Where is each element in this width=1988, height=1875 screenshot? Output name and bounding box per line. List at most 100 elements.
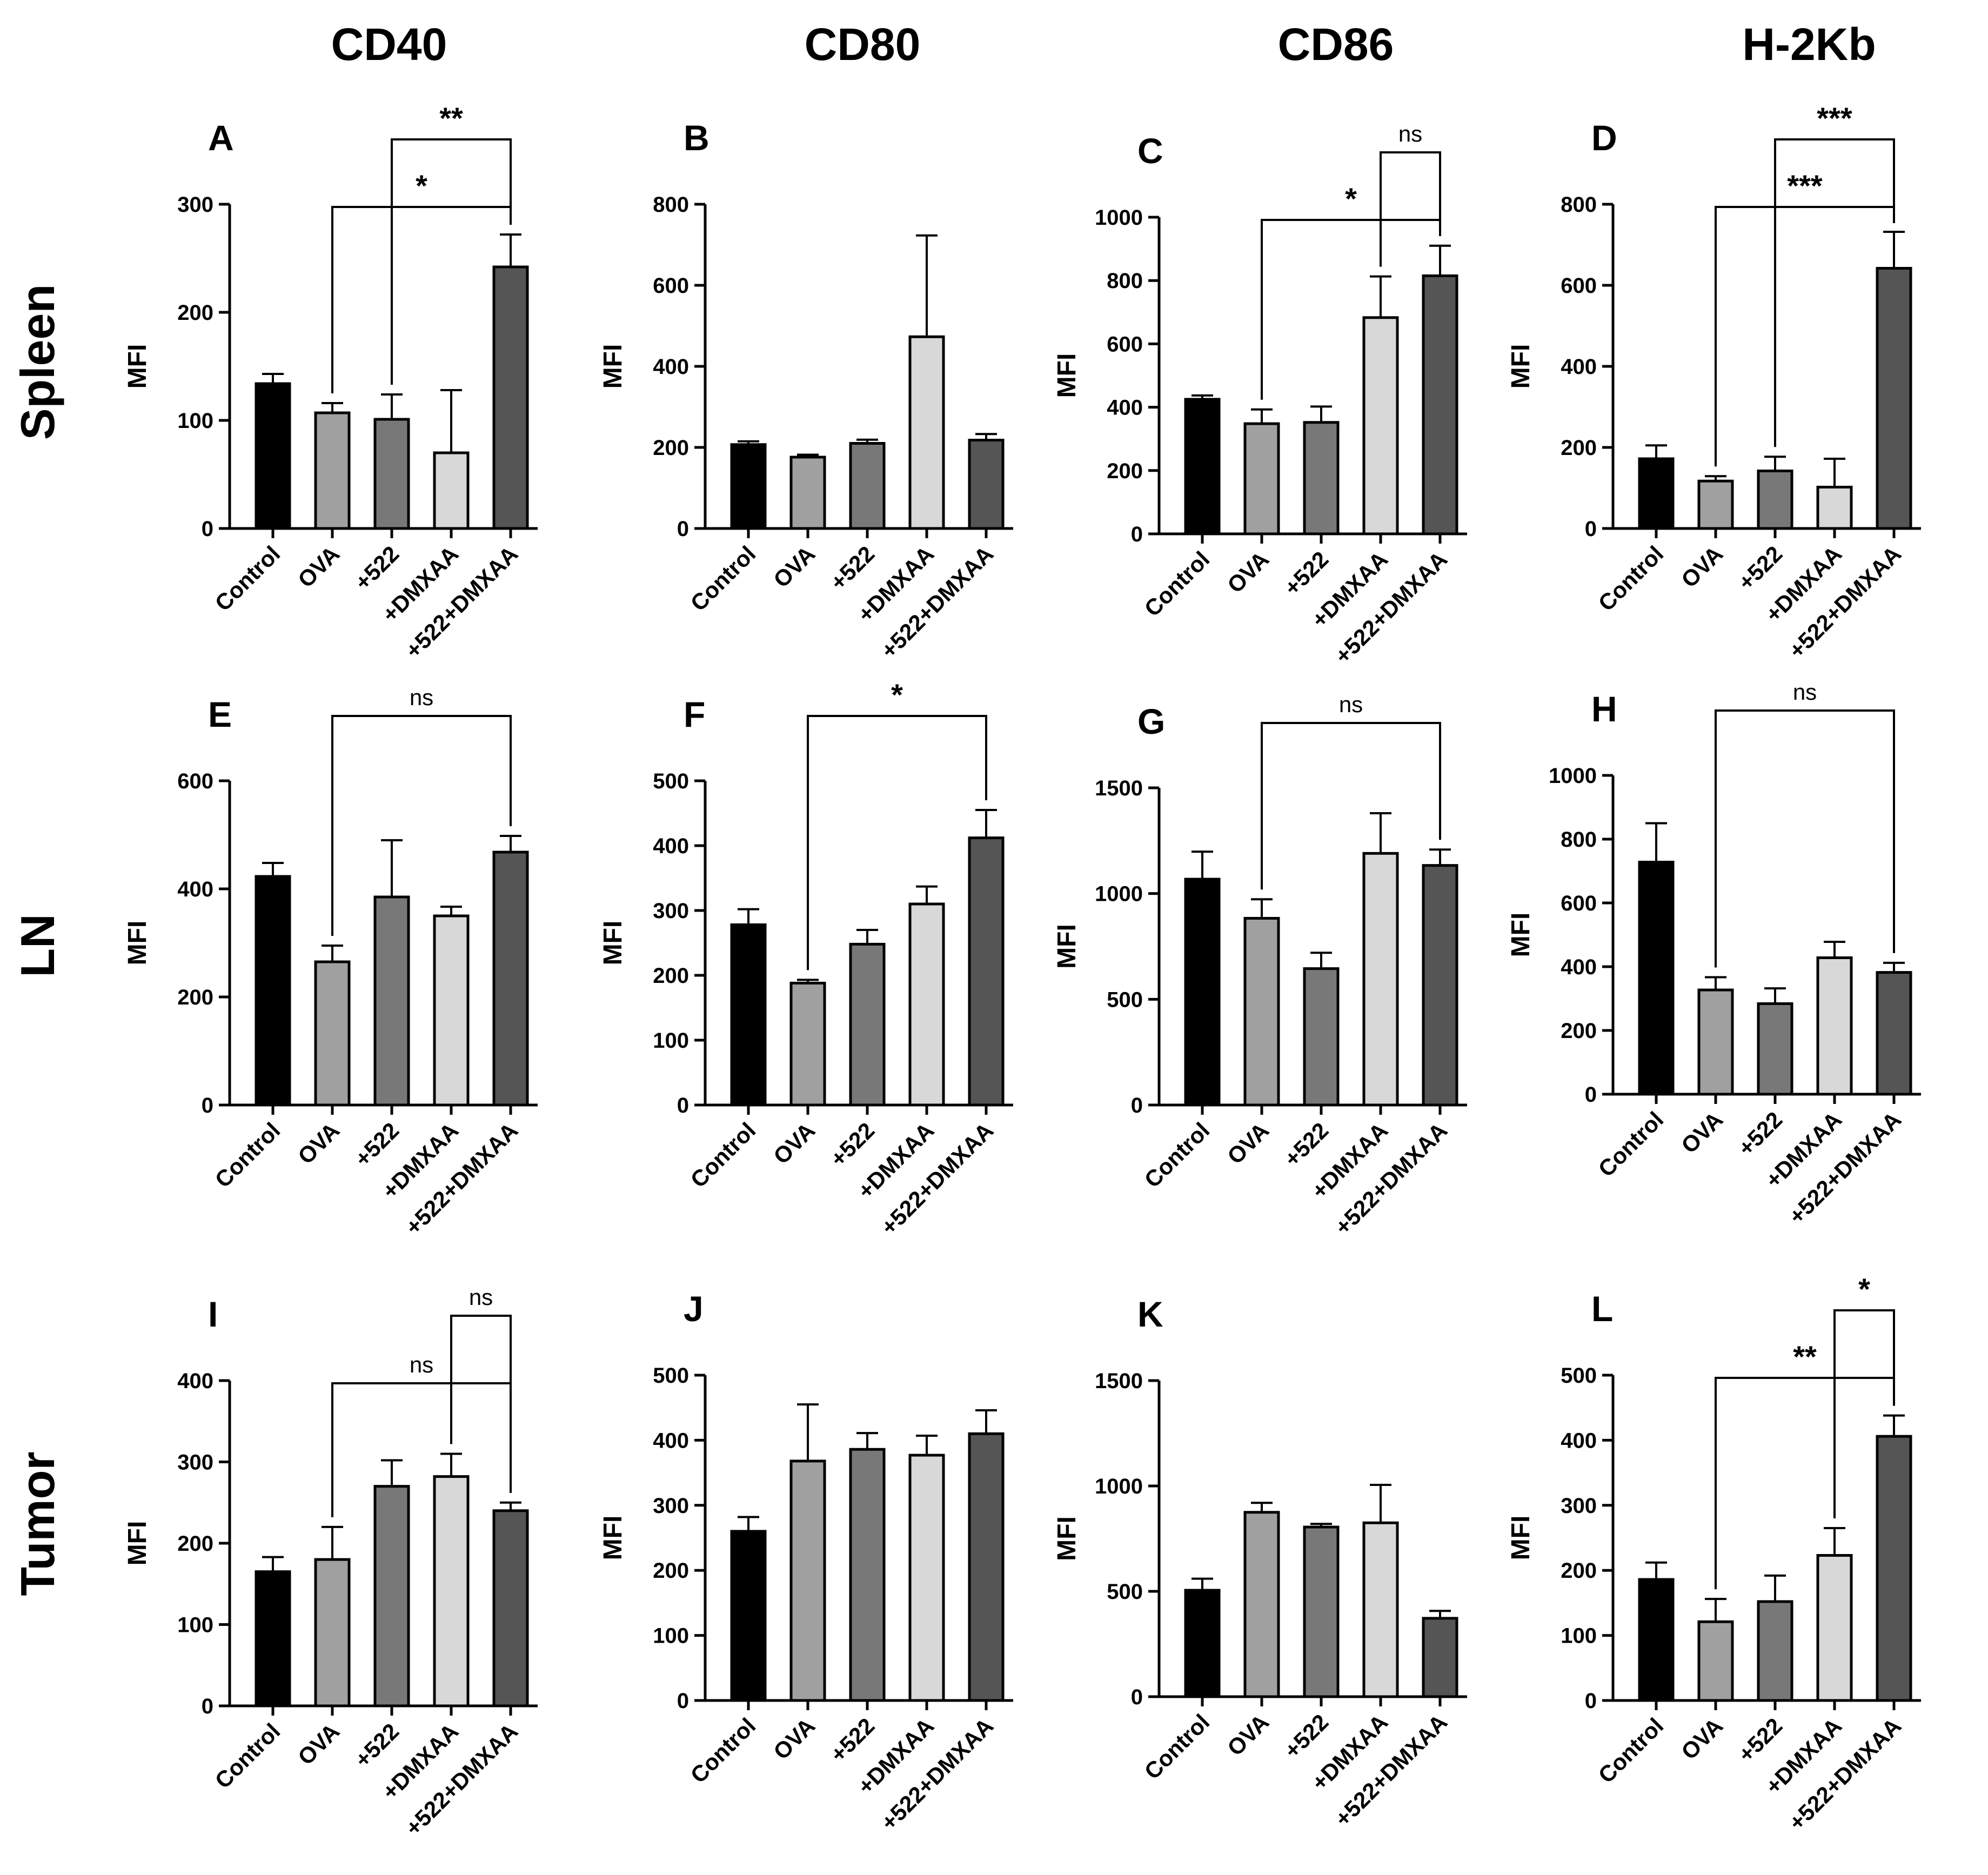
significance-label: ns [410,1352,433,1377]
y-tick-label: 300 [177,1451,213,1475]
y-tick-label: 800 [653,193,689,217]
y-tick-label: 800 [1107,269,1143,293]
bar-2 [1757,1600,1793,1702]
bar-0 [255,875,291,1107]
x-tick-label: +522 [825,1117,879,1171]
y-tick-label: 0 [1131,1094,1143,1117]
bar-3 [1362,1521,1399,1698]
panel-letter: B [684,118,709,158]
y-tick-label: 400 [653,355,689,379]
x-tick-label: Control [686,1117,761,1193]
significance-bracket [1715,709,1895,968]
x-tick-label: +522 [825,541,879,595]
y-tick-label: 200 [1561,1019,1597,1043]
bar-3 [908,335,945,530]
bar-0 [1638,1578,1675,1702]
bar-3 [1816,1554,1853,1702]
y-tick-label: 1000 [1095,1475,1143,1498]
y-axis-label: MFI [123,1521,152,1566]
y-tick-label: 600 [1561,274,1597,298]
bar-3 [1816,486,1853,530]
bar-1 [1243,422,1280,535]
significance-bracket [391,138,512,385]
y-tick-label: 0 [202,1695,213,1718]
x-tick-label: +522 [1279,1709,1333,1763]
bar-2 [849,942,886,1107]
y-tick-label: 400 [653,1429,689,1452]
panel-letter: I [208,1294,218,1334]
x-tick-label: Control [1594,1713,1669,1788]
y-axis-label: MFI [599,1516,627,1561]
panel-letter: K [1137,1294,1163,1334]
y-tick-label: 0 [1131,523,1143,546]
y-axis-label: MFI [123,921,152,966]
significance-label: *** [1817,101,1852,135]
bar-4 [968,836,1005,1107]
significance-bracket [331,715,512,936]
bar-3 [433,914,470,1107]
bar-2 [1303,1525,1340,1698]
bar-1 [1243,916,1280,1107]
bar-4 [1422,1617,1458,1698]
y-tick-label: 100 [1561,1624,1597,1648]
bar-0 [730,1530,767,1702]
bar-0 [1638,457,1675,530]
bar-3 [433,1475,470,1707]
panel-letter: H [1591,689,1617,729]
significance-bracket [1261,722,1441,890]
y-tick-label: 500 [653,769,689,793]
y-tick-label: 0 [677,1689,689,1713]
panel-letter: C [1137,131,1163,171]
bar-1 [1697,1620,1734,1702]
y-tick-label: 1000 [1095,882,1143,906]
y-tick-label: 200 [653,436,689,460]
significance-label: ns [410,685,433,710]
x-tick-label: OVA [1222,1709,1274,1760]
bar-3 [433,451,470,530]
significance-bracket [331,1382,512,1517]
x-tick-label: OVA [768,541,820,592]
bar-0 [1184,398,1221,535]
significance-bracket [450,1315,512,1493]
y-tick-label: 600 [653,274,689,298]
y-tick-label: 500 [1107,1580,1143,1604]
y-tick-label: 0 [677,1094,689,1117]
y-tick-label: 400 [177,1369,213,1393]
x-tick-label: OVA [1676,541,1728,592]
column-header-cd86: CD86 [1277,19,1394,70]
y-axis-label: MFI [1507,913,1535,957]
x-tick-label: Control [1140,1117,1215,1193]
y-tick-label: 1500 [1095,776,1143,800]
y-tick-label: 400 [1561,955,1597,979]
y-axis-label: MFI [599,344,627,389]
bar-2 [1757,470,1793,530]
x-tick-label: Control [1594,541,1669,616]
x-tick-label: Control [210,1117,285,1193]
y-tick-label: 400 [1107,396,1143,420]
bar-0 [730,923,767,1107]
x-tick-label: Control [210,541,285,616]
bar-4 [492,265,529,530]
panel-letter: E [208,694,232,734]
bar-3 [908,1454,945,1702]
y-tick-label: 300 [177,193,213,217]
y-axis-label: MFI [1053,924,1081,969]
bar-1 [314,960,351,1107]
bar-3 [908,902,945,1107]
significance-label: * [1345,182,1357,216]
column-header-h2kb: H-2Kb [1742,19,1876,70]
y-tick-label: 1000 [1549,764,1597,788]
x-tick-label: OVA [293,541,344,592]
y-tick-label: 100 [177,409,213,433]
y-tick-label: 0 [202,517,213,541]
y-tick-label: 200 [653,1559,689,1583]
